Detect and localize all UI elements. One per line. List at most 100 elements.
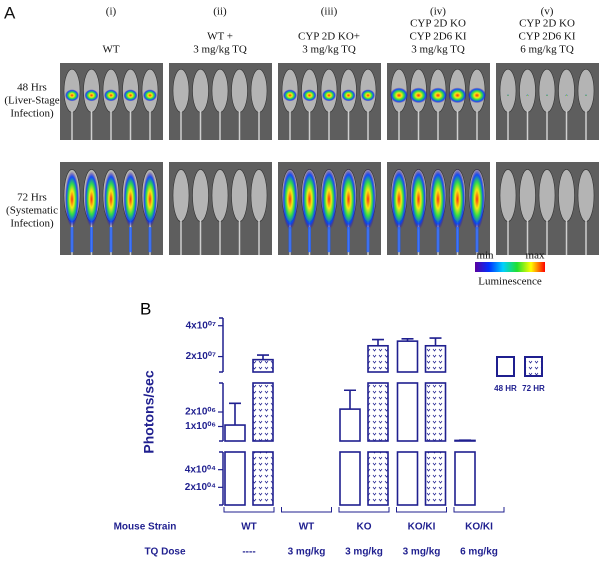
legend-swatch bbox=[496, 356, 515, 377]
luminescence bbox=[283, 89, 297, 102]
error-bar bbox=[257, 354, 269, 360]
mouse bbox=[499, 169, 517, 222]
column-numeral: (v) bbox=[541, 6, 554, 18]
column-condition: CYP 2D KO bbox=[410, 18, 466, 30]
luminescence bbox=[321, 168, 337, 230]
luminescence bbox=[143, 171, 157, 228]
mouse bbox=[172, 68, 190, 113]
error-bar bbox=[344, 389, 356, 410]
colorbar-min: min bbox=[476, 250, 494, 262]
row-label: 72 Hrs bbox=[17, 192, 47, 204]
mouse bbox=[211, 68, 229, 113]
mouse bbox=[211, 169, 229, 222]
bar-continuation bbox=[224, 451, 246, 506]
row-label: (Liver-Stage bbox=[4, 95, 59, 107]
luminescence bbox=[104, 171, 118, 228]
mouse bbox=[250, 169, 268, 222]
luminescence bbox=[409, 87, 428, 104]
column-condition: WT bbox=[102, 44, 119, 56]
column-condition: CYP 2D KO bbox=[519, 18, 575, 30]
mouse bbox=[558, 169, 575, 222]
dose-label: 3 mg/kg bbox=[345, 547, 383, 558]
luminescence bbox=[526, 94, 529, 97]
mouse bbox=[577, 68, 595, 113]
legend-swatch bbox=[524, 356, 543, 377]
bar bbox=[424, 344, 447, 373]
row-label: Infection) bbox=[10, 108, 54, 120]
column-condition: 6 mg/kg TQ bbox=[520, 44, 574, 56]
column-numeral: (ii) bbox=[213, 6, 227, 18]
bar-continuation bbox=[424, 382, 447, 442]
mouse bbox=[192, 68, 209, 113]
luminescence bbox=[361, 89, 375, 102]
luminescence bbox=[302, 89, 317, 102]
bar bbox=[252, 358, 274, 373]
error-bar bbox=[401, 338, 414, 342]
colorbar-max: max bbox=[526, 250, 545, 262]
error-bar bbox=[229, 402, 241, 426]
luminescence bbox=[65, 171, 79, 228]
y-tick-label: 2x10⁰⁶ bbox=[185, 407, 216, 418]
group-bracket bbox=[453, 507, 505, 513]
x-tick-label: WT bbox=[241, 522, 257, 533]
mouse bbox=[577, 169, 595, 222]
bar-continuation bbox=[424, 451, 447, 506]
x-tick-label: KO bbox=[357, 522, 372, 533]
luminescence bbox=[123, 89, 138, 102]
luminescence bbox=[322, 89, 336, 102]
luminescence bbox=[467, 87, 487, 104]
y-axis-label: Photons/sec bbox=[141, 370, 157, 453]
bar-continuation bbox=[339, 451, 361, 506]
error-bar bbox=[372, 338, 384, 346]
column-condition: WT + bbox=[207, 31, 233, 43]
luminescence bbox=[84, 89, 99, 102]
column-numeral: (i) bbox=[106, 6, 117, 18]
luminescence bbox=[506, 94, 510, 97]
y-tick-label: 2x10⁰⁴ bbox=[185, 482, 216, 493]
dose-label: ---- bbox=[242, 547, 255, 558]
luminescence bbox=[282, 168, 298, 230]
luminescence bbox=[143, 89, 157, 102]
bar-continuation bbox=[367, 451, 389, 506]
luminescence bbox=[448, 87, 467, 104]
luminescence bbox=[301, 168, 318, 230]
bar bbox=[367, 344, 389, 373]
group-bracket bbox=[281, 507, 332, 513]
luminescence bbox=[469, 168, 485, 230]
group-bracket bbox=[396, 507, 447, 513]
mouse bbox=[192, 169, 209, 222]
y-tick-label: 1x10⁰⁶ bbox=[185, 421, 216, 432]
luminescence bbox=[410, 168, 427, 230]
x-tick-label: KO/KI bbox=[408, 522, 436, 533]
luminescence bbox=[428, 87, 448, 104]
mouse bbox=[538, 169, 556, 222]
row-label: Mouse Strain bbox=[114, 522, 177, 533]
y-tick-label: 4x10⁰⁷ bbox=[186, 320, 216, 331]
column-numeral: (iv) bbox=[430, 6, 446, 18]
bar-continuation bbox=[454, 451, 476, 506]
bar-continuation bbox=[396, 451, 419, 506]
colorbar bbox=[475, 262, 545, 272]
legend-label: 72 HR bbox=[522, 384, 545, 393]
colorbar-label: Luminescence bbox=[478, 276, 542, 288]
bar-continuation bbox=[252, 382, 274, 442]
legend-label: 48 HR bbox=[494, 384, 517, 393]
luminescence bbox=[449, 168, 466, 230]
y-tick-label: 4x10⁰⁴ bbox=[185, 464, 216, 475]
dose-label: 6 mg/kg bbox=[460, 547, 498, 558]
group-bracket bbox=[223, 507, 275, 513]
bar-continuation bbox=[252, 451, 274, 506]
panel-label: A bbox=[4, 3, 16, 22]
mouse bbox=[499, 68, 517, 113]
luminescence bbox=[360, 168, 376, 230]
luminescence bbox=[430, 168, 446, 230]
bar-continuation bbox=[396, 382, 419, 442]
luminescence bbox=[545, 94, 549, 97]
column-numeral: (iii) bbox=[321, 6, 338, 18]
luminescence bbox=[340, 168, 357, 230]
bar bbox=[224, 424, 246, 442]
bar bbox=[339, 408, 361, 442]
row-label: Infection) bbox=[10, 218, 54, 230]
row-label: TQ Dose bbox=[144, 547, 186, 558]
bar bbox=[396, 340, 419, 373]
